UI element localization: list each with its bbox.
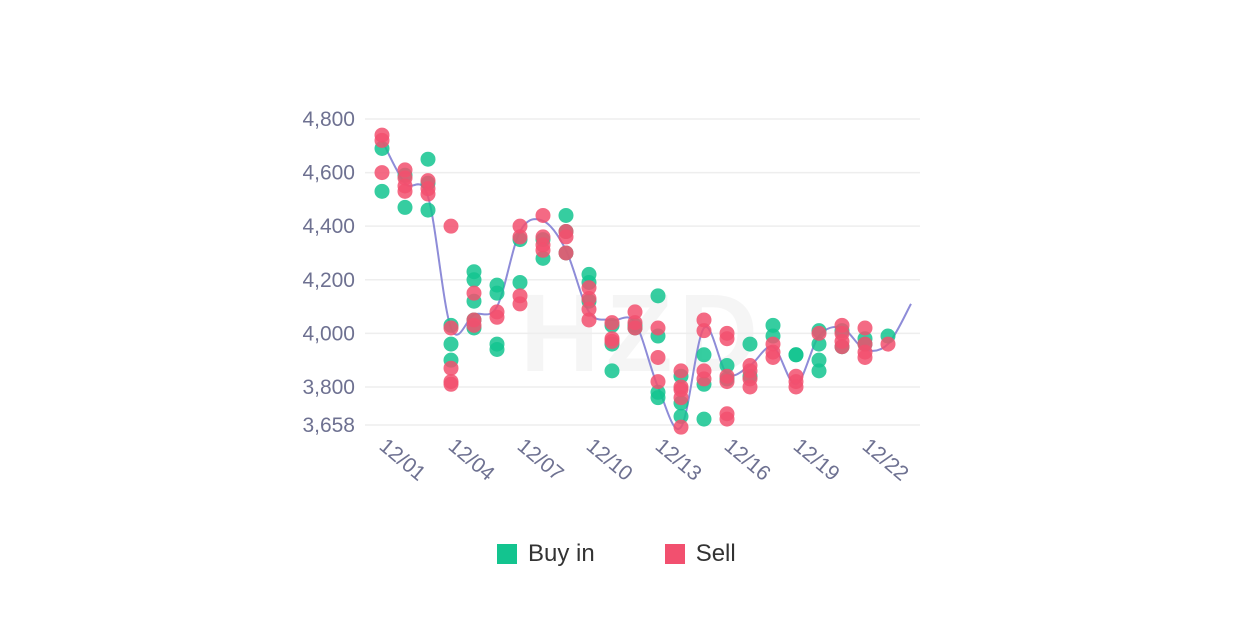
sell-point[interactable] — [857, 349, 873, 365]
sell-point[interactable] — [558, 245, 574, 261]
y-tick-label: 4,200 — [302, 269, 355, 292]
y-tick-label: 4,000 — [302, 322, 355, 345]
legend: Buy in Sell — [497, 540, 736, 568]
buy-in-point[interactable] — [512, 274, 528, 290]
buy-in-point[interactable] — [489, 285, 505, 301]
sell-point[interactable] — [512, 218, 528, 234]
sell-point[interactable] — [742, 379, 758, 395]
sell-point[interactable] — [512, 296, 528, 312]
x-axis: 12/01 12/04 12/07 12/10 12/13 12/16 12/19 12/22 — [375, 434, 913, 486]
y-tick-label: 4,800 — [302, 108, 355, 131]
sell-point[interactable] — [443, 320, 459, 336]
buy-in-point[interactable] — [489, 341, 505, 357]
sell-point[interactable] — [650, 349, 666, 365]
sell-point[interactable] — [581, 291, 597, 307]
sell-point[interactable] — [788, 379, 804, 395]
sell-point[interactable] — [811, 325, 827, 341]
sell-point[interactable] — [443, 376, 459, 392]
sell-point[interactable] — [581, 301, 597, 317]
buy-in-point[interactable] — [397, 199, 413, 215]
buy-in-point[interactable] — [558, 207, 574, 223]
sell-point[interactable] — [696, 312, 712, 328]
x-tick-label: 12/16 — [720, 434, 775, 485]
buy-in-point[interactable] — [811, 336, 827, 352]
sell-point[interactable] — [880, 336, 896, 352]
sell-point[interactable] — [420, 186, 436, 202]
sell-point[interactable] — [719, 331, 735, 347]
sell-point[interactable] — [627, 304, 643, 320]
sell-point[interactable] — [443, 218, 459, 234]
sell-point[interactable] — [397, 183, 413, 199]
x-tick-label: 12/19 — [789, 434, 844, 485]
y-axis: 4,800 4,600 4,400 4,200 4,000 3,800 3,658 — [302, 108, 355, 437]
x-tick-label: 12/13 — [651, 434, 706, 485]
sell-point[interactable] — [719, 374, 735, 390]
buy-in-point[interactable] — [673, 408, 689, 424]
trend-line — [381, 139, 912, 430]
sell-point[interactable] — [581, 312, 597, 328]
sell-point[interactable] — [765, 349, 781, 365]
x-tick-label: 12/01 — [375, 434, 430, 485]
sell-point[interactable] — [443, 360, 459, 376]
y-tick-label: 4,600 — [302, 162, 355, 185]
sell-point[interactable] — [604, 333, 620, 349]
buy-in-point[interactable] — [374, 183, 390, 199]
sell-point[interactable] — [604, 315, 620, 331]
x-tick-label: 12/22 — [858, 434, 913, 485]
sell-point[interactable] — [512, 229, 528, 245]
buy-in-point[interactable] — [650, 288, 666, 304]
trend-line-path — [381, 139, 912, 430]
buy-in-point[interactable] — [466, 272, 482, 288]
sell-point[interactable] — [696, 371, 712, 387]
sell-point[interactable] — [627, 320, 643, 336]
x-tick-label: 12/10 — [582, 434, 637, 485]
buy-in-point[interactable] — [443, 336, 459, 352]
sell-point[interactable] — [673, 363, 689, 379]
sell-point[interactable] — [466, 285, 482, 301]
sell-point[interactable] — [535, 207, 551, 223]
sell-point[interactable] — [719, 411, 735, 427]
sell-point[interactable] — [535, 242, 551, 258]
sell-point[interactable] — [673, 419, 689, 435]
buy-in-point[interactable] — [742, 336, 758, 352]
sell-point[interactable] — [673, 390, 689, 406]
data-points — [374, 127, 896, 435]
buy-in-point[interactable] — [604, 363, 620, 379]
buy-in-point[interactable] — [719, 358, 735, 374]
legend-item-sell[interactable]: Sell — [664, 540, 736, 568]
legend-swatch-sell — [664, 544, 685, 564]
sell-point[interactable] — [696, 323, 712, 339]
legend-label-buy-in: Buy in — [528, 540, 595, 567]
sell-point[interactable] — [581, 280, 597, 296]
sell-point[interactable] — [489, 309, 505, 325]
y-tick-label: 3,800 — [302, 376, 355, 399]
buy-in-point[interactable] — [765, 317, 781, 333]
buy-in-point[interactable] — [811, 352, 827, 368]
buy-in-point[interactable] — [420, 202, 436, 218]
sell-point[interactable] — [466, 317, 482, 333]
sell-point[interactable] — [650, 374, 666, 390]
sell-point[interactable] — [374, 132, 390, 148]
buy-in-point[interactable] — [811, 363, 827, 379]
x-tick-label: 12/07 — [513, 434, 568, 485]
sell-point[interactable] — [558, 229, 574, 245]
y-tick-label: 4,400 — [302, 215, 355, 238]
sell-point[interactable] — [834, 339, 850, 355]
buy-in-point[interactable] — [696, 411, 712, 427]
sell-point[interactable] — [374, 165, 390, 181]
buy-in-point[interactable] — [420, 151, 436, 167]
x-tick-label: 12/04 — [444, 434, 499, 486]
buy-in-point[interactable] — [788, 347, 804, 363]
legend-swatch-buy-in — [497, 544, 517, 564]
legend-label-sell: Sell — [695, 540, 736, 567]
sell-point[interactable] — [857, 320, 873, 336]
y-tick-label: 3,658 — [302, 414, 355, 437]
buy-in-point[interactable] — [696, 347, 712, 363]
legend-item-buy-in[interactable]: Buy in — [497, 540, 595, 568]
sell-point[interactable] — [650, 320, 666, 336]
buy-in-point[interactable] — [650, 390, 666, 406]
